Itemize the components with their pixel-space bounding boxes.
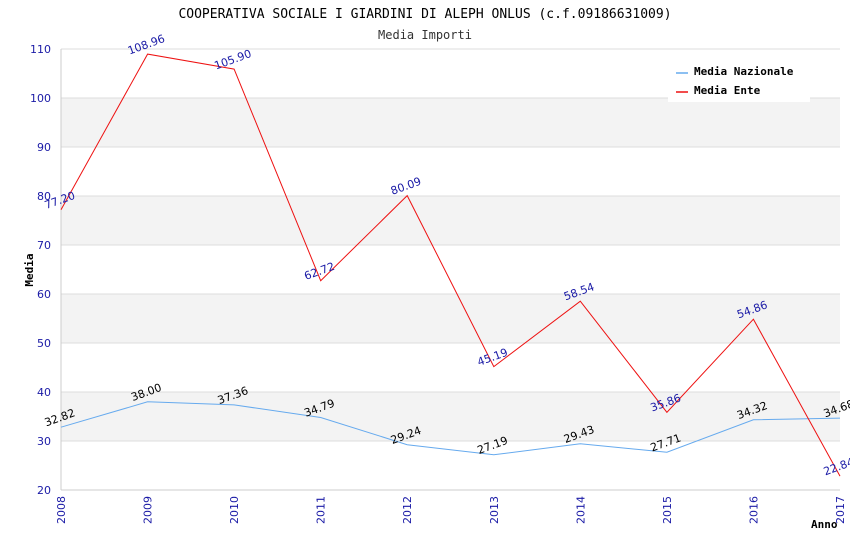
x-axis-label: Anno: [811, 518, 838, 531]
x-tick-label: 2009: [142, 496, 155, 524]
y-tick-label: 20: [37, 484, 51, 497]
y-tick-label: 100: [30, 92, 51, 105]
plot-band: [61, 343, 840, 392]
y-tick-label: 90: [37, 141, 51, 154]
series-group: [60, 53, 841, 477]
plot-band: [61, 147, 840, 196]
plot-band: [61, 196, 840, 245]
y-tick-label: 80: [37, 190, 51, 203]
legend-background: [668, 58, 810, 102]
y-axis-ticks: 20 30 40 50 60 70 80 90 100 110: [30, 43, 51, 497]
y-tick-label: 70: [37, 239, 51, 252]
x-tick-label: 2011: [315, 496, 328, 524]
legend-label-media-nazionale: Media Nazionale: [694, 65, 794, 78]
plot-band: [61, 392, 840, 441]
chart-subtitle: Media Importi: [378, 28, 472, 42]
series-line-media-ente: [60, 53, 841, 477]
x-tick-label: 2008: [55, 496, 68, 524]
plot-band: [61, 245, 840, 294]
plot-band: [61, 98, 840, 147]
y-tick-label: 60: [37, 288, 51, 301]
chart-title: COOPERATIVA SOCIALE I GIARDINI DI ALEPH …: [178, 7, 671, 22]
x-axis-ticks: 2008 2009 2010 2011 2012 2013 2014 2015 2016 2017: [55, 496, 847, 524]
series-line-media-nazionale: [60, 401, 841, 456]
plot-background: [61, 49, 840, 490]
y-tick-label: 40: [37, 386, 51, 399]
x-tick-label: 2017: [834, 496, 847, 524]
gridlines: [60, 48, 840, 491]
x-tick-label: 2016: [747, 496, 760, 524]
y-axis-label: Media: [23, 253, 36, 286]
legend: Media Nazionale Media Ente: [668, 58, 810, 102]
plot-band: [61, 294, 840, 343]
x-tick-label: 2012: [401, 496, 414, 524]
legend-label-media-ente: Media Ente: [694, 84, 761, 97]
x-tick-label: 2015: [661, 496, 674, 524]
plot-band: [61, 441, 840, 490]
x-tick-label: 2014: [574, 496, 587, 524]
x-tick-label: 2013: [488, 496, 501, 524]
y-tick-label: 110: [30, 43, 51, 56]
y-tick-label: 50: [37, 337, 51, 350]
x-tick-label: 2010: [228, 496, 241, 524]
y-tick-label: 30: [37, 435, 51, 448]
